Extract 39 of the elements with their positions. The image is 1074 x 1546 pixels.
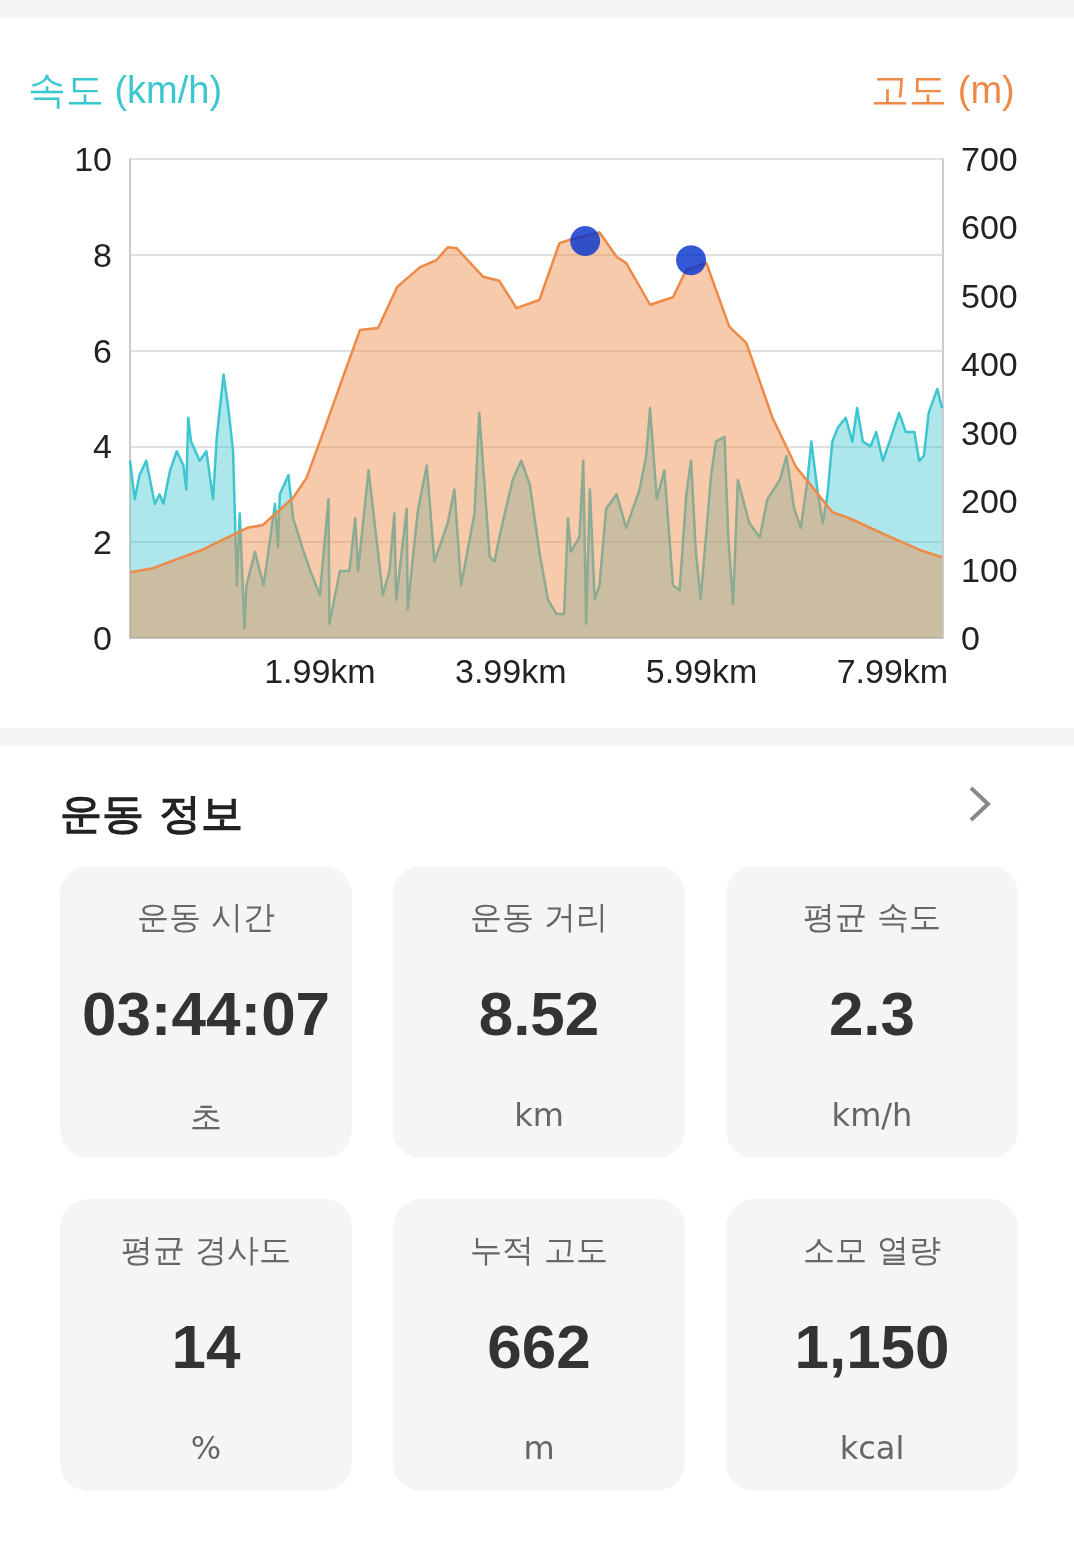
text: %: [189, 1429, 223, 1467]
y2-tick-label: 400: [961, 345, 1018, 384]
y2-tick-label: 200: [961, 482, 1018, 521]
y2-tick-label: 700: [961, 140, 1018, 178]
text: 운동 정보: [60, 788, 243, 840]
y2-tick-label: 600: [961, 208, 1018, 247]
text: 누적 고도: [468, 1230, 610, 1271]
text: 운동 거리: [468, 897, 610, 938]
text: 평균 경사도: [119, 1230, 293, 1271]
text: 평균 속도: [801, 897, 943, 938]
y2-tick-label: 500: [961, 276, 1018, 315]
text: km: [513, 1096, 565, 1134]
y-tick-label: 6: [93, 331, 112, 370]
y2-tick-label: 300: [961, 413, 1018, 452]
x-tick-label: 7.99km: [836, 652, 949, 690]
y-tick-label: 8: [93, 235, 112, 274]
text: 운동 시간: [135, 897, 277, 938]
y-tick-label: 2: [93, 523, 112, 562]
y2-tick-label: 0: [961, 619, 980, 657]
y-tick-label: 4: [93, 427, 112, 466]
x-tick-label: 5.99km: [645, 652, 758, 690]
y-tick-label: 0: [93, 619, 112, 657]
text: 662: [486, 1311, 592, 1382]
y-tick-label: 10: [74, 140, 112, 178]
text: 2.3: [827, 978, 917, 1049]
text: 1,150: [793, 1311, 951, 1382]
y-axis-title: 속도 (km/h): [27, 69, 223, 111]
text: 14: [170, 1311, 242, 1382]
text: km/h: [830, 1096, 914, 1134]
y2-axis-title: 고도 (m): [871, 69, 1015, 111]
text: 03:44:07: [80, 978, 332, 1049]
text: 소모 열량: [801, 1230, 943, 1271]
text: m: [522, 1429, 556, 1467]
x-tick-label: 1.99km: [264, 652, 376, 690]
text: kcal: [838, 1429, 906, 1467]
text: 초: [189, 1097, 223, 1138]
x-tick-label: 3.99km: [454, 652, 567, 690]
text: 8.52: [477, 978, 601, 1049]
y2-tick-label: 100: [961, 550, 1018, 589]
